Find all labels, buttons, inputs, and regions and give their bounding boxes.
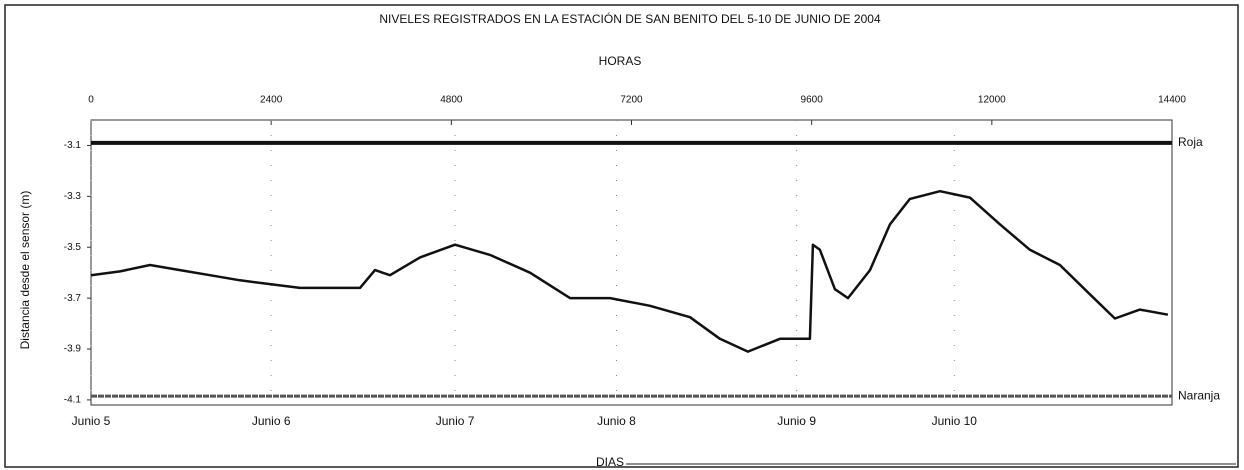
y-axis-title: Distancia desde el sensor (m) [18,191,32,350]
x2-tick-label: Junio 7 [436,414,475,428]
y-tick-label: -4.1 [64,395,82,406]
x-tick-label: 12000 [978,95,1006,106]
x-tick-label: 9600 [801,95,824,106]
x2-tick-label: Junio 9 [777,414,816,428]
y-tick-label: -3.1 [64,140,82,151]
x2-tick-label: Junio 8 [597,414,636,428]
reference-label: Roja [1178,135,1203,149]
plot-area [90,119,1173,406]
x-tick-label: 7200 [620,95,643,106]
y-tick-label: -3.3 [64,191,82,202]
x-tick-label: 4800 [440,95,463,106]
chart-title: NIVELES REGISTRADOS EN LA ESTACIÓN DE SA… [379,11,881,26]
frame [4,4,1239,468]
x2-tick-label: Junio 6 [252,414,291,428]
x2-tick-label: Junio 10 [932,414,978,428]
y-tick-label: -3.5 [64,242,82,253]
data-line [90,189,1169,353]
x2-tick-label: Junio 5 [72,414,111,428]
x-tick-label: 0 [88,95,94,106]
x-axis-title-bottom: DIAS [596,455,624,469]
reference-label: Naranja [1178,388,1220,402]
x-axis-title-top: HORAS [599,54,642,68]
y-tick-label: -3.7 [64,293,82,304]
x-tick-label: 14400 [1158,95,1186,106]
x-tick-label: 2400 [260,95,283,106]
y-tick-label: -3.9 [64,344,82,355]
